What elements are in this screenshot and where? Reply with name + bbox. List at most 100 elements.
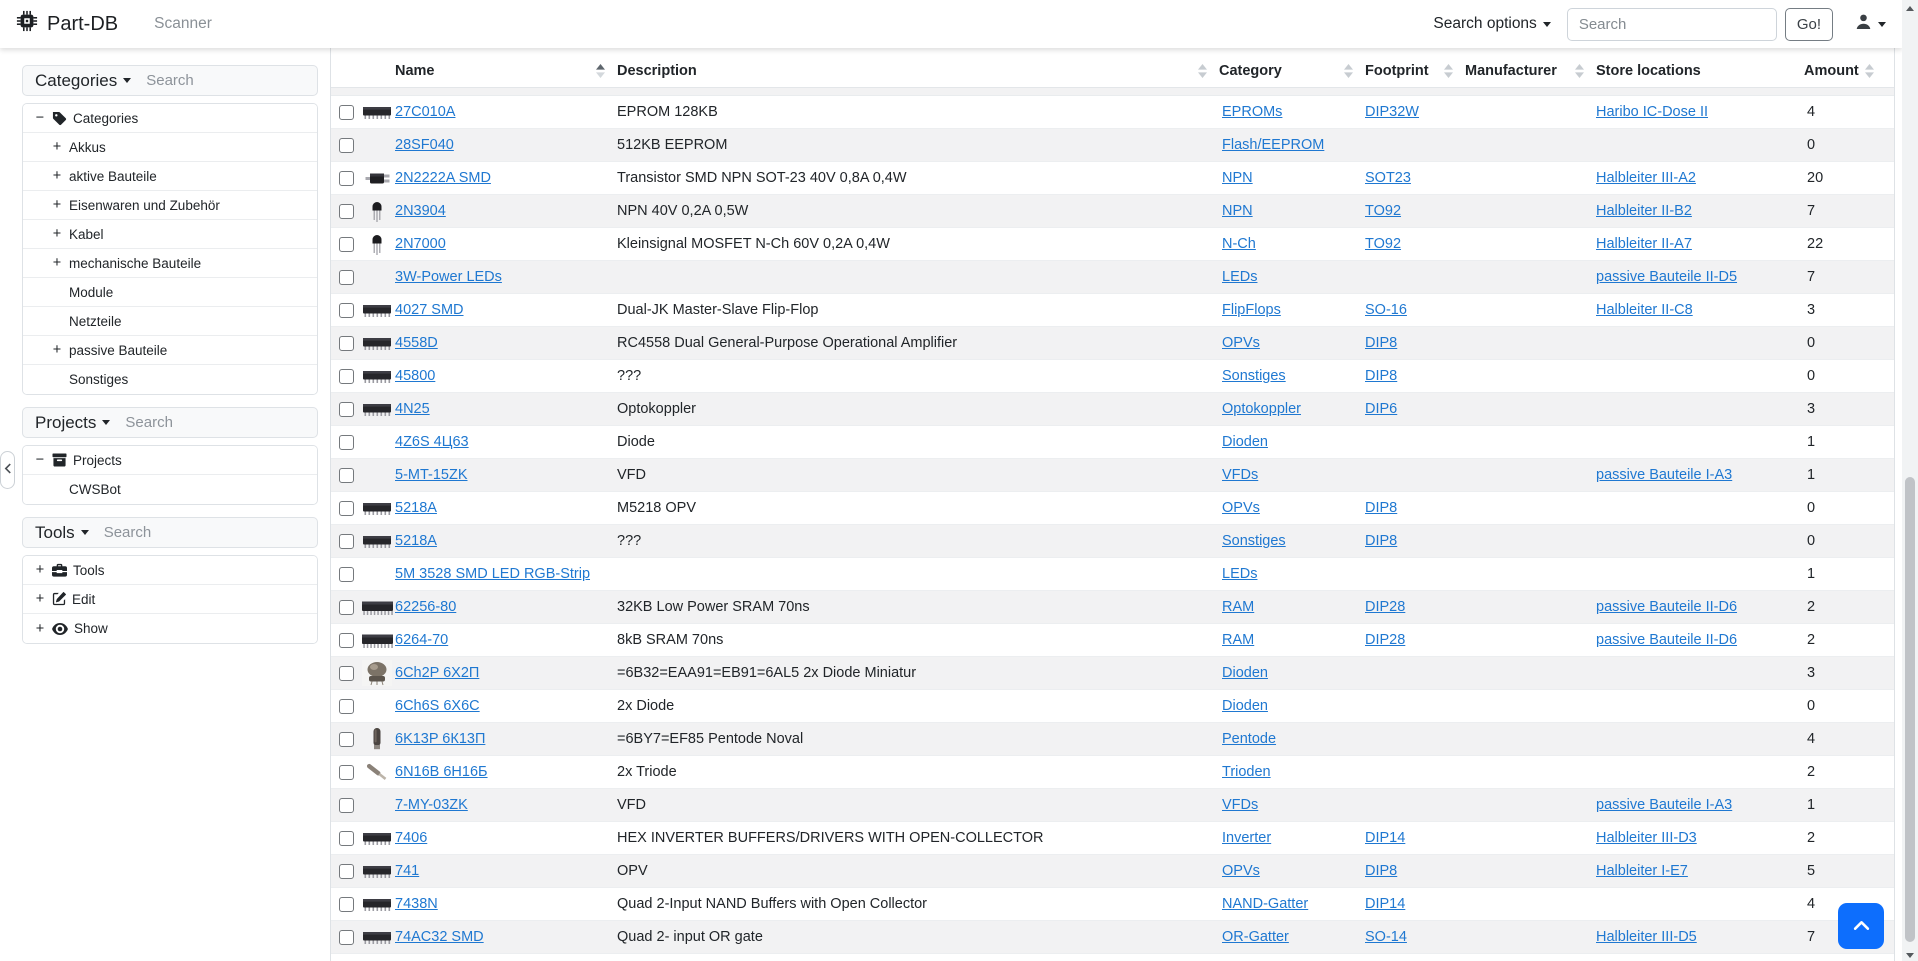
- expand-icon[interactable]: +: [52, 255, 62, 271]
- collapse-icon[interactable]: −: [35, 110, 45, 126]
- search-go-button[interactable]: Go!: [1784, 7, 1833, 41]
- part-thumbnail[interactable]: [362, 401, 392, 417]
- category-link[interactable]: LEDs: [1222, 269, 1258, 285]
- category-link[interactable]: Flash/EEPROM: [1222, 137, 1325, 153]
- tree-item-netzteile[interactable]: Netzteile: [23, 307, 317, 336]
- expand-icon[interactable]: +: [52, 139, 62, 155]
- global-search-input[interactable]: [1566, 7, 1777, 41]
- part-thumbnail[interactable]: [361, 631, 394, 649]
- store-location-link[interactable]: Halbleiter III-D5: [1596, 929, 1697, 945]
- part-name-link[interactable]: 2N7000: [395, 236, 446, 252]
- row-checkbox[interactable]: [339, 731, 354, 747]
- column-header-store-locations[interactable]: Store locations: [1596, 55, 1804, 87]
- expand-icon[interactable]: +: [52, 197, 62, 213]
- row-checkbox[interactable]: [339, 104, 354, 120]
- row-checkbox[interactable]: [339, 698, 354, 714]
- row-checkbox[interactable]: [339, 203, 354, 219]
- row-checkbox[interactable]: [339, 137, 354, 153]
- category-link[interactable]: Pentode: [1222, 731, 1277, 747]
- category-link[interactable]: VFDs: [1222, 467, 1259, 483]
- row-checkbox[interactable]: [339, 863, 354, 879]
- part-name-link[interactable]: 45800: [395, 368, 436, 384]
- part-thumbnail[interactable]: [361, 598, 394, 616]
- row-checkbox[interactable]: [339, 830, 354, 846]
- footprint-link[interactable]: DIP32W: [1365, 104, 1419, 120]
- scrollbar-up-arrow-icon[interactable]: [1902, 0, 1918, 14]
- part-thumbnail[interactable]: [362, 896, 392, 912]
- search-options-dropdown[interactable]: Search options: [1433, 15, 1551, 33]
- row-checkbox[interactable]: [339, 665, 354, 681]
- category-link[interactable]: VFDs: [1222, 797, 1259, 813]
- part-name-link[interactable]: 7438N: [395, 896, 438, 912]
- category-link[interactable]: Sonstiges: [1222, 533, 1286, 549]
- tree-item-cwsbot[interactable]: CWSBot: [23, 475, 317, 504]
- footprint-link[interactable]: DIP8: [1365, 500, 1398, 516]
- category-link[interactable]: RAM: [1222, 632, 1255, 648]
- part-name-link[interactable]: 6Ch6S 6X6C: [395, 698, 480, 714]
- store-location-link[interactable]: passive Bauteile I-A3: [1596, 467, 1733, 483]
- tree-item-passive-bauteile[interactable]: + passive Bauteile: [23, 336, 317, 365]
- panel-title-projects[interactable]: Projects: [35, 413, 111, 433]
- tree-item-aktive-bauteile[interactable]: + aktive Bauteile: [23, 162, 317, 191]
- part-thumbnail[interactable]: [371, 200, 383, 223]
- footprint-link[interactable]: TO92: [1365, 203, 1402, 219]
- category-link[interactable]: Sonstiges: [1222, 368, 1286, 384]
- part-name-link[interactable]: 27C010A: [395, 104, 456, 120]
- part-name-link[interactable]: 5218A: [395, 500, 437, 516]
- part-thumbnail[interactable]: [362, 830, 392, 846]
- part-thumbnail[interactable]: [371, 233, 383, 256]
- category-link[interactable]: OPVs: [1222, 500, 1260, 516]
- part-name-link[interactable]: 5-MT-15ZK: [395, 467, 468, 483]
- category-link[interactable]: OR-Gatter: [1222, 929, 1289, 945]
- category-link[interactable]: NAND-Gatter: [1222, 896, 1309, 912]
- part-name-link[interactable]: 6N16B 6Н16Б: [395, 764, 488, 780]
- category-link[interactable]: OPVs: [1222, 335, 1260, 351]
- part-name-link[interactable]: 741: [395, 863, 420, 879]
- part-name-link[interactable]: 4558D: [395, 335, 438, 351]
- tree-item-categories[interactable]: − Categories: [23, 104, 317, 133]
- part-thumbnail[interactable]: [362, 368, 392, 384]
- category-link[interactable]: NPN: [1222, 203, 1253, 219]
- row-checkbox[interactable]: [339, 269, 354, 285]
- footprint-link[interactable]: DIP8: [1365, 368, 1398, 384]
- footprint-link[interactable]: TO92: [1365, 236, 1402, 252]
- part-thumbnail[interactable]: [372, 727, 382, 751]
- part-name-link[interactable]: 7406: [395, 830, 428, 846]
- tree-item-projects[interactable]: − Projects: [23, 446, 317, 475]
- store-location-link[interactable]: passive Bauteile II-D6: [1596, 632, 1738, 648]
- scroll-to-top-button[interactable]: [1838, 903, 1884, 949]
- category-link[interactable]: NPN: [1222, 170, 1253, 186]
- part-thumbnail[interactable]: [364, 170, 391, 187]
- category-link[interactable]: Trioden: [1222, 764, 1271, 780]
- footprint-link[interactable]: DIP28: [1365, 599, 1406, 615]
- expand-icon[interactable]: +: [52, 226, 62, 242]
- tree-item-mechanische-bauteile[interactable]: + mechanische Bauteile: [23, 249, 317, 278]
- expand-icon[interactable]: +: [52, 168, 62, 184]
- row-checkbox[interactable]: [339, 764, 354, 780]
- category-link[interactable]: Inverter: [1222, 830, 1272, 846]
- part-name-link[interactable]: 4N25: [395, 401, 430, 417]
- part-name-link[interactable]: 6Ch2P 6Х2П: [395, 665, 480, 681]
- part-thumbnail[interactable]: [362, 863, 392, 879]
- store-location-link[interactable]: passive Bauteile I-A3: [1596, 797, 1733, 813]
- category-link[interactable]: Optokoppler: [1222, 401, 1301, 417]
- part-name-link[interactable]: 28SF040: [395, 137, 454, 153]
- column-header-category[interactable]: Category: [1219, 55, 1365, 87]
- part-thumbnail[interactable]: [362, 533, 392, 549]
- footprint-link[interactable]: SO-16: [1365, 302, 1407, 318]
- tree-item-eisenwaren-und-zubeh-r[interactable]: + Eisenwaren und Zubehör: [23, 191, 317, 220]
- footprint-link[interactable]: DIP14: [1365, 896, 1406, 912]
- footprint-link[interactable]: DIP8: [1365, 335, 1398, 351]
- row-checkbox[interactable]: [339, 434, 354, 450]
- panel-search-projects[interactable]: [125, 414, 256, 431]
- part-name-link[interactable]: 6K13P 6К13П: [395, 731, 486, 747]
- panel-search-categories[interactable]: [146, 72, 277, 89]
- row-checkbox[interactable]: [339, 929, 354, 945]
- part-thumbnail[interactable]: [362, 104, 392, 120]
- part-name-link[interactable]: 4Z6S 4Ц63: [395, 434, 469, 450]
- nav-link-scanner[interactable]: Scanner: [154, 15, 212, 32]
- category-link[interactable]: Dioden: [1222, 434, 1268, 450]
- tree-item-module[interactable]: Module: [23, 278, 317, 307]
- tree-item-kabel[interactable]: + Kabel: [23, 220, 317, 249]
- column-header-manufacturer[interactable]: Manufacturer: [1465, 55, 1596, 87]
